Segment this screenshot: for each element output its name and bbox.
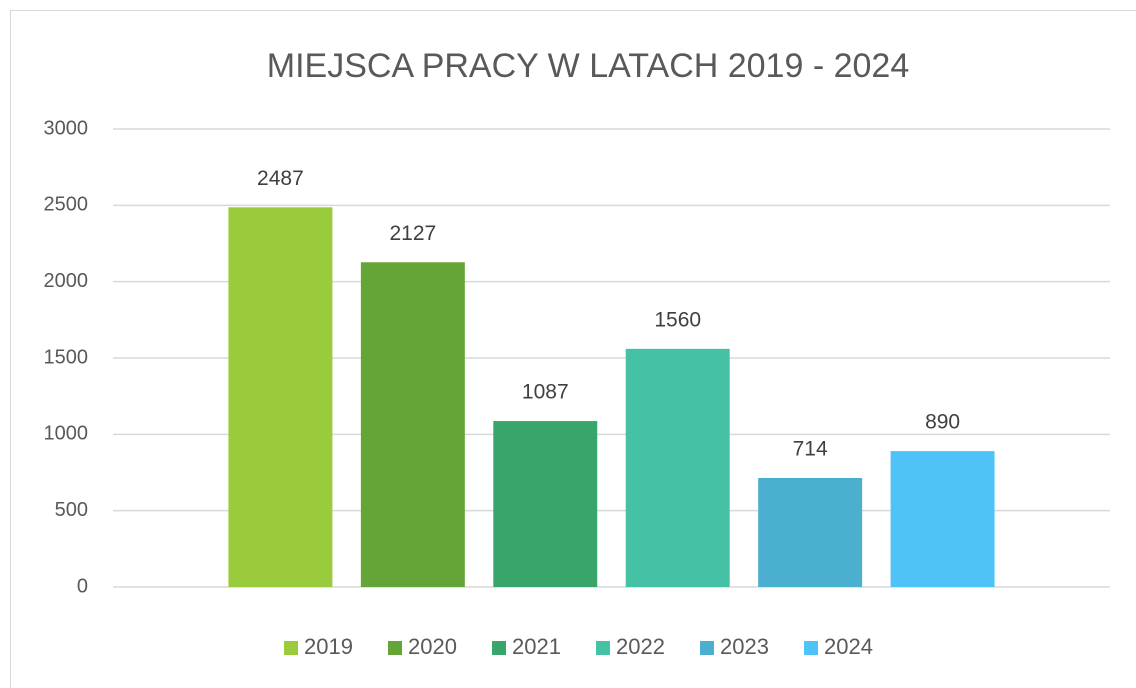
data-label: 714 bbox=[793, 438, 828, 461]
y-tick-label: 1000 bbox=[44, 423, 89, 445]
data-label: 1560 bbox=[654, 308, 701, 331]
legend-label: 2019 bbox=[304, 634, 353, 659]
legend-label: 2024 bbox=[824, 634, 873, 659]
legend-label: 2020 bbox=[408, 634, 457, 659]
legend-swatch bbox=[388, 641, 402, 655]
y-tick-label: 3000 bbox=[44, 117, 89, 139]
bar bbox=[758, 477, 863, 587]
bar bbox=[493, 421, 598, 587]
chart-title: MIEJSCA PRACY W LATACH 2019 - 2024 bbox=[267, 47, 909, 85]
legend-label: 2022 bbox=[616, 634, 665, 659]
bar bbox=[360, 262, 465, 587]
data-label: 890 bbox=[925, 411, 960, 434]
legend-swatch bbox=[804, 641, 818, 655]
data-label: 1087 bbox=[522, 381, 569, 404]
legend-label: 2021 bbox=[512, 634, 561, 659]
data-label: 2127 bbox=[389, 222, 436, 245]
y-tick-label: 2500 bbox=[44, 194, 89, 216]
legend-swatch bbox=[492, 641, 506, 655]
y-tick-label: 1500 bbox=[44, 346, 89, 368]
legend-label: 2023 bbox=[720, 634, 769, 659]
legend-swatch bbox=[700, 641, 714, 655]
y-tick-label: 0 bbox=[77, 575, 88, 597]
legend-swatch bbox=[596, 641, 610, 655]
bar bbox=[228, 207, 333, 587]
legend-swatch bbox=[284, 641, 298, 655]
bar bbox=[890, 451, 995, 587]
data-label: 2487 bbox=[257, 167, 304, 190]
y-tick-label: 500 bbox=[55, 499, 88, 521]
bar bbox=[625, 348, 730, 587]
y-tick-label: 2000 bbox=[44, 270, 89, 292]
